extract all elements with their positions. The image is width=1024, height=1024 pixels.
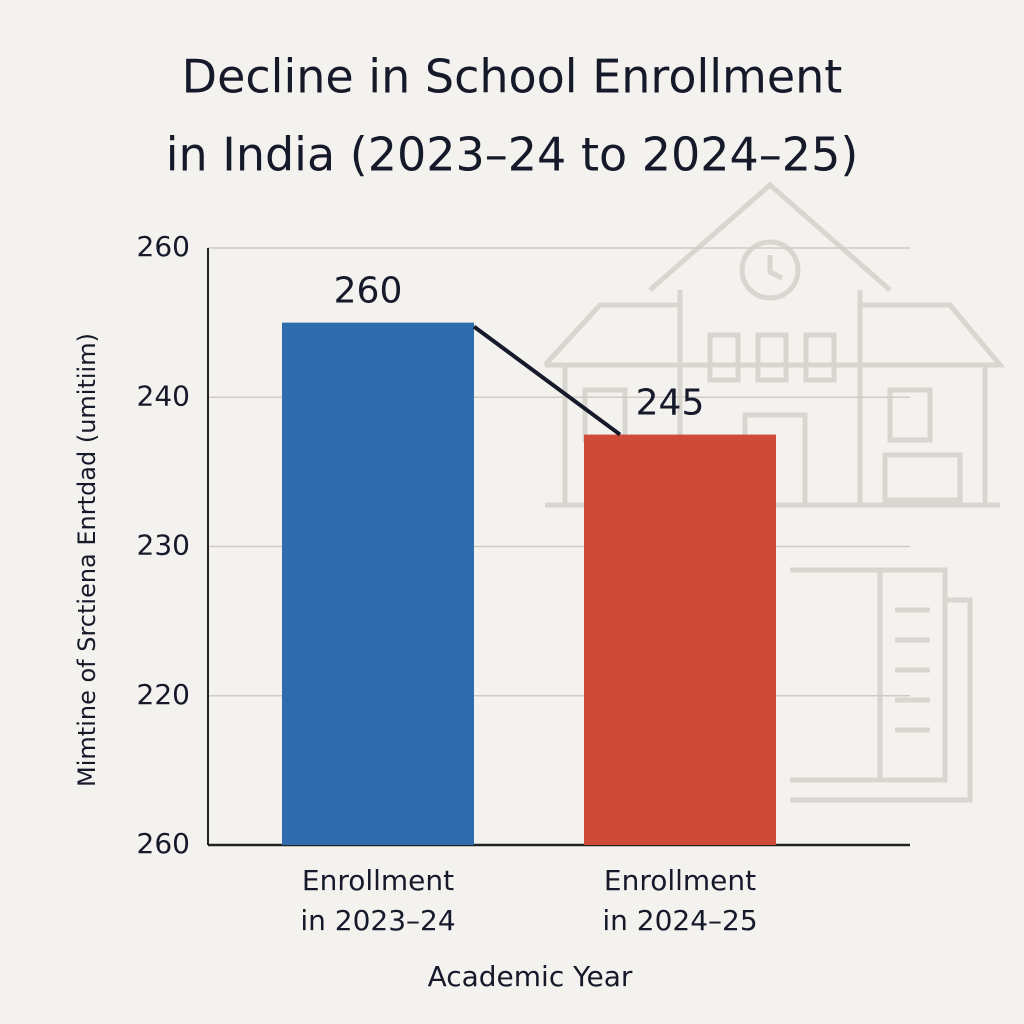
data-label: 260	[334, 271, 403, 312]
y-tick-label: 240	[137, 379, 190, 412]
y-tick-label: 220	[137, 678, 190, 711]
y-tick-label: 230	[137, 529, 190, 562]
x-tick-label: Enrollment	[302, 864, 454, 897]
chart-title: in India (2023–24 to 2024–25)	[166, 128, 859, 182]
y-tick-label: 260	[137, 827, 190, 860]
x-tick-label: in 2023–24	[300, 904, 455, 937]
trend-line	[472, 325, 622, 437]
data-label: 245	[636, 383, 705, 424]
y-axis-label: Mimtine of Srctiena Enrtdad (umitiim)	[73, 333, 101, 787]
x-tick-label: Enrollment	[604, 864, 756, 897]
x-tick-label: in 2024–25	[602, 904, 757, 937]
bar	[584, 434, 776, 845]
x-axis-label: Academic Year	[428, 960, 633, 993]
y-tick-label: 260	[137, 230, 190, 263]
bar	[282, 322, 474, 845]
school-illustration	[543, 181, 1006, 803]
chart-title: Decline in School Enrollment	[182, 50, 843, 104]
